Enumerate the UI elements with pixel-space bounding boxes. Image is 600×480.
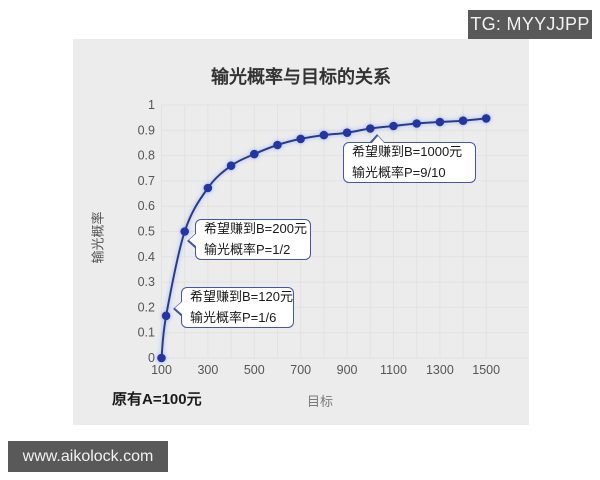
svg-text:900: 900: [337, 363, 358, 377]
svg-text:1: 1: [148, 98, 155, 112]
svg-text:0.6: 0.6: [138, 199, 155, 213]
svg-text:500: 500: [244, 363, 265, 377]
svg-text:1500: 1500: [472, 363, 500, 377]
svg-text:300: 300: [197, 363, 218, 377]
svg-text:100: 100: [151, 363, 172, 377]
svg-text:0.2: 0.2: [138, 300, 155, 314]
svg-text:0.5: 0.5: [138, 225, 155, 239]
svg-text:700: 700: [290, 363, 311, 377]
svg-text:0.8: 0.8: [138, 149, 155, 163]
svg-text:0.7: 0.7: [138, 174, 155, 188]
svg-text:0.1: 0.1: [138, 326, 155, 340]
svg-text:0.9: 0.9: [138, 123, 155, 137]
svg-text:0.4: 0.4: [138, 250, 155, 264]
svg-text:0.3: 0.3: [138, 275, 155, 289]
svg-text:1100: 1100: [380, 363, 407, 377]
svg-text:1300: 1300: [426, 363, 454, 377]
